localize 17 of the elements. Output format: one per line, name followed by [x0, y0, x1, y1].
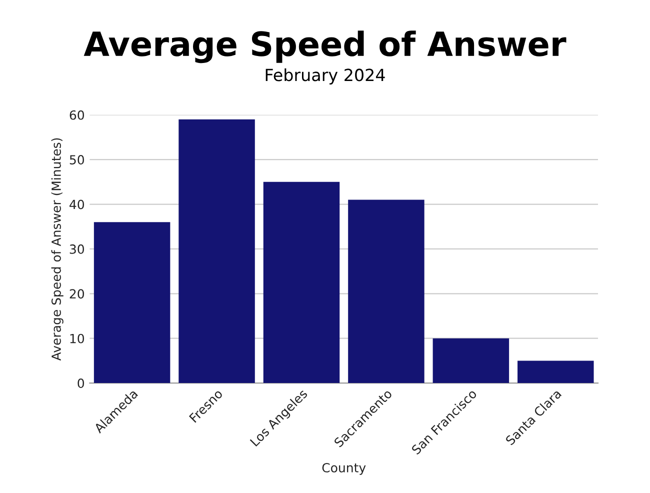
bar [178, 119, 255, 384]
y-tick-label: 30 [70, 244, 84, 254]
y-tick-label: 60 [70, 110, 84, 120]
chart-subtitle: February 2024 [266, 68, 385, 84]
bar [518, 360, 594, 384]
y-tick-label: 0 [78, 378, 84, 388]
chart-title: Average Speed of Answer [84, 30, 566, 64]
bar [348, 200, 424, 384]
y-tick-label: 10 [70, 334, 84, 344]
bar [432, 338, 510, 384]
y-axis-title: Average Speed of Answer (Minutes) [51, 138, 64, 361]
y-tick-label: 50 [70, 155, 84, 164]
bar [263, 182, 340, 384]
bar [94, 222, 170, 384]
y-tick-label: 40 [70, 200, 84, 210]
x-axis-title: County [322, 462, 366, 475]
y-tick-label: 20 [70, 289, 84, 299]
